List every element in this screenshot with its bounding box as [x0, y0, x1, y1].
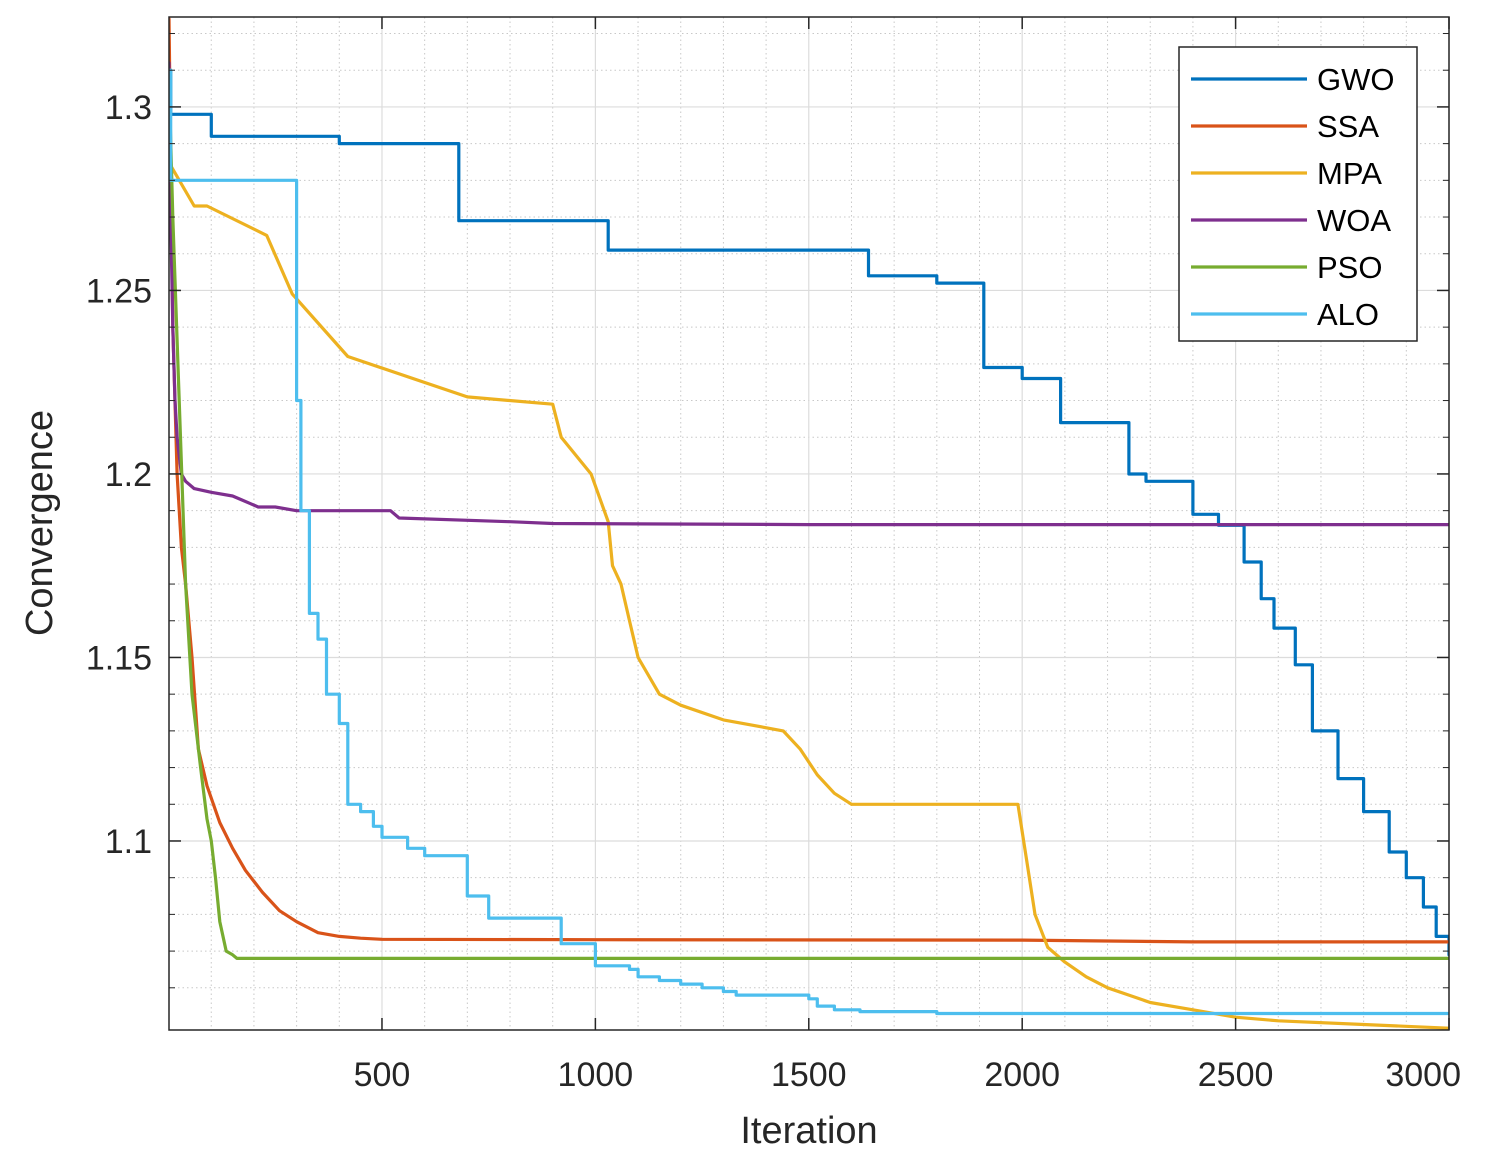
series-line-mpa — [169, 68, 1449, 1030]
y-axis-title: Convergence — [19, 410, 61, 636]
series-layer — [169, 17, 1449, 1030]
y-tick-label: 1.1 — [105, 823, 152, 861]
legend-label-mpa: MPA — [1317, 156, 1382, 191]
series-line-gwo — [169, 68, 1449, 957]
legend-label-gwo: GWO — [1317, 62, 1395, 97]
tick-labels: 500 1000 1500 2000 2500 3000 1.1 1.15 1.2 1.25 1.3 — [86, 89, 1461, 1094]
legend: GWO SSA MPA WOA PSO ALO — [1178, 46, 1418, 342]
x-tick-label: 1500 — [771, 1056, 847, 1094]
x-tick-label: 2500 — [1198, 1056, 1274, 1094]
legend-label-pso: PSO — [1317, 250, 1382, 285]
x-axis-title: Iteration — [740, 1110, 877, 1152]
y-tick-label: 1.2 — [105, 456, 152, 494]
axis-ticks — [169, 17, 1450, 1030]
x-tick-label: 1000 — [558, 1056, 634, 1094]
series-line-alo — [169, 68, 1449, 1016]
series-line-pso — [169, 76, 1449, 960]
x-tick-label: 500 — [354, 1056, 411, 1094]
y-tick-label: 1.3 — [105, 89, 152, 127]
legend-label-alo: ALO — [1317, 297, 1379, 332]
legend-box — [1178, 46, 1418, 342]
legend-label-ssa: SSA — [1317, 109, 1379, 144]
y-tick-label: 1.15 — [86, 639, 152, 677]
legend-label-woa: WOA — [1317, 203, 1391, 238]
y-tick-label: 1.25 — [86, 272, 152, 310]
x-tick-label: 3000 — [1385, 1056, 1461, 1094]
x-tick-label: 2000 — [984, 1056, 1060, 1094]
series-line-woa — [169, 61, 1449, 527]
